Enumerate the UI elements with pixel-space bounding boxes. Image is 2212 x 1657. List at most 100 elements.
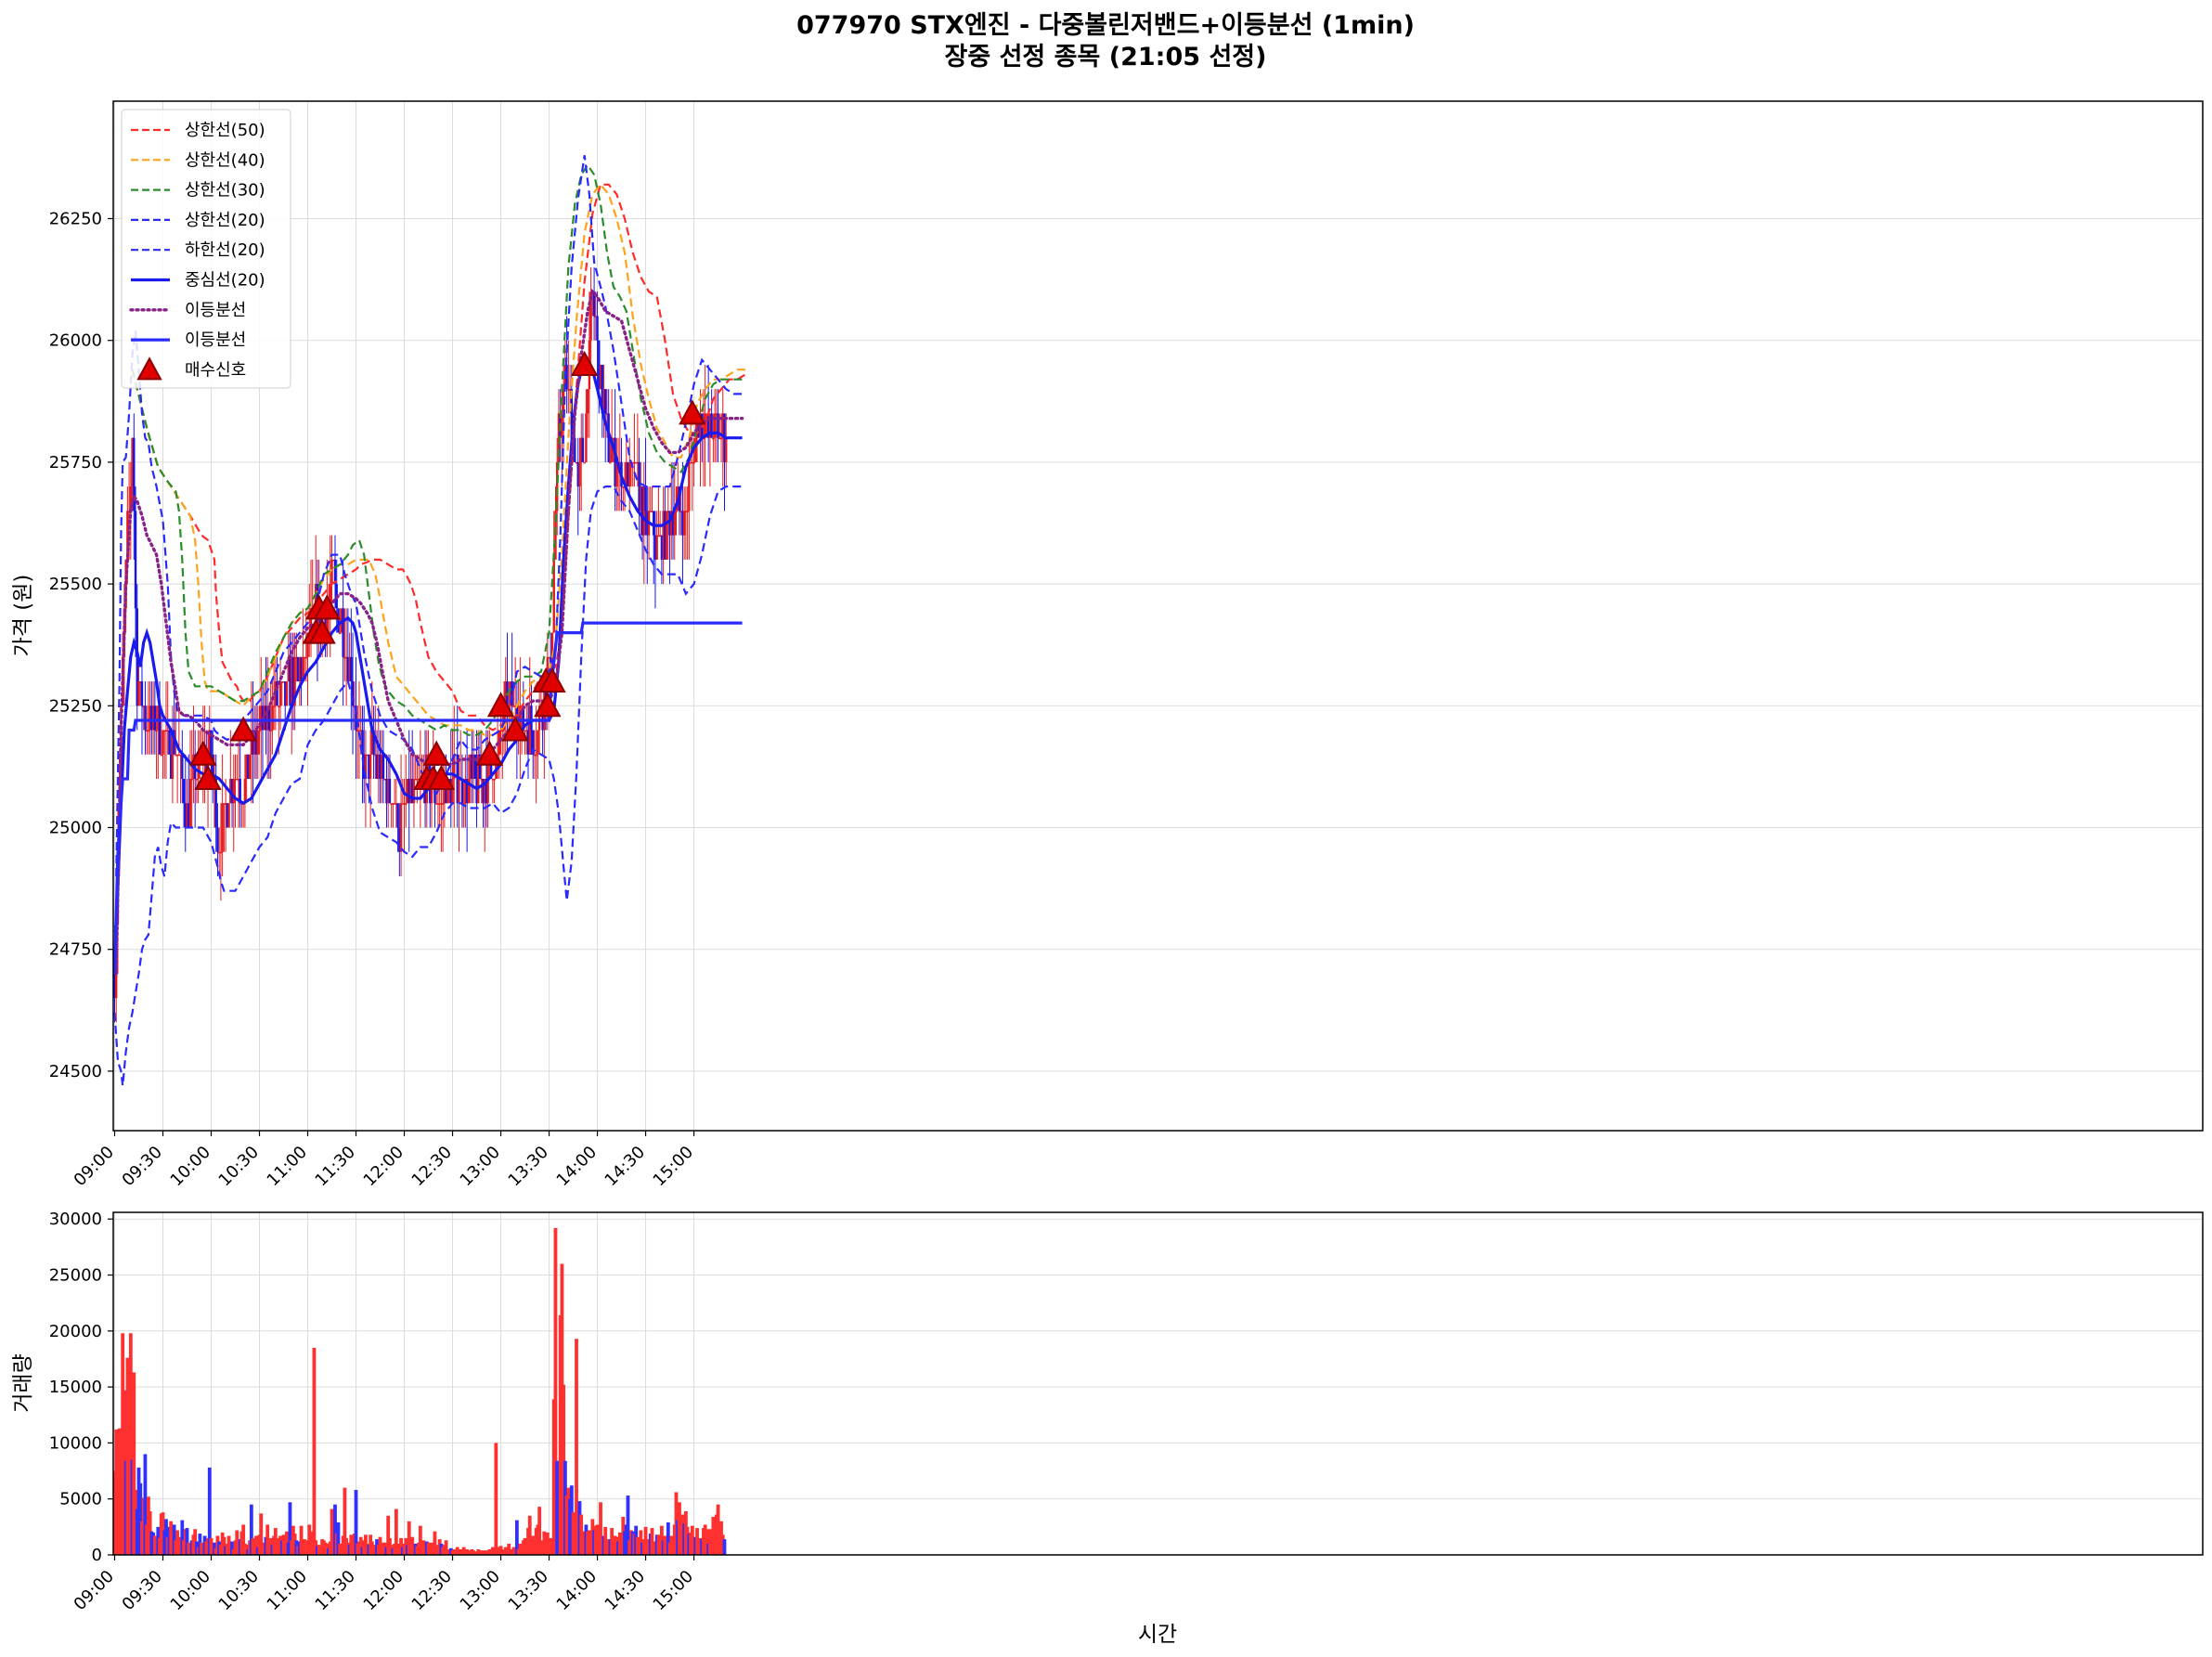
figure-title: 077970 STX엔진 - 다중볼린저밴드+이등분선 (1min) 장중 선정… [796,11,1415,71]
buy-signal-marker [194,764,222,791]
legend-label: 매수신호 [185,360,246,380]
candle-down [460,779,464,804]
candle-up [227,803,230,828]
candle-down [456,754,459,804]
candle-up [438,803,441,805]
candle-up [237,779,240,781]
legend-label: 이등분선 [185,330,246,350]
candle-down [226,803,229,828]
price-x-tick-label: 10:30 [215,1143,264,1191]
candle-down [291,656,295,706]
volume-bar-down [555,1460,560,1555]
candle-up [332,559,335,562]
candle-up [245,754,248,780]
candle-up [602,389,605,414]
candle-down [333,559,337,585]
candle-up [453,754,456,780]
volume-bar-up [575,1339,578,1555]
candle-down [574,437,576,462]
candle-up [287,656,290,682]
candle-up [285,681,289,706]
candle-up [344,656,348,659]
candle-up [157,706,160,731]
candle-up [248,754,252,780]
candle-up [219,851,223,854]
candle-up [618,461,622,464]
candle-down [627,461,629,487]
candle-up [636,461,640,464]
volume-panel: 0 5000 10000 15000 20000 25000 30000 09:00 09:3… [11,1210,2204,1647]
volume-x-tick-label: 13:00 [457,1567,505,1615]
candle-down [614,437,616,487]
volume-x-tick-label: 13:30 [505,1567,553,1615]
candle-up [236,779,239,781]
volume-bar-up [169,1521,174,1555]
candle-down [379,754,382,780]
candle-up [633,461,636,464]
candle-up [260,706,263,731]
candle-down [254,730,258,755]
candle-up [599,364,602,390]
candle-up [477,754,480,804]
candle-up [585,413,588,462]
candle-up [221,803,224,852]
price-x-tick-label: 13:00 [457,1143,505,1191]
candle-up [356,730,359,732]
volume-bar-up [254,1535,258,1555]
volume-bar-up [132,1372,136,1555]
candle-up [405,803,407,805]
price-y-tick-label: 25500 [49,575,102,594]
volume-bar-up [599,1502,602,1555]
volume-y-axis: 0 5000 10000 15000 20000 25000 30000 [49,1210,113,1565]
price-y-label: 가격 (원) [11,575,35,657]
price-y-tick-label: 26000 [49,331,102,351]
candle-up [166,730,169,732]
volume-bar-up [259,1513,264,1555]
price-y-tick-label: 24750 [49,940,102,960]
candle-down [210,730,213,755]
volume-bar-up [537,1507,542,1555]
candle-up [721,413,724,438]
candle-down [150,706,153,731]
price-x-tick-label: 13:30 [505,1143,553,1191]
candle-down [168,730,171,755]
candle-up [725,437,728,462]
candle-up [443,779,446,804]
volume-bar-up [444,1540,448,1555]
candle-up [446,779,449,804]
volume-bar-up [312,1347,317,1555]
price-x-tick-label: 10:00 [167,1143,215,1191]
candle-up [509,681,512,706]
candle-down [565,364,568,390]
candle-down [668,511,671,536]
chart-title: 077970 STX엔진 - 다중볼린저밴드+이등분선 (1min) [796,11,1415,40]
candle-up [414,779,417,781]
candle-up [280,681,283,683]
candle-down [188,803,190,828]
candle-down [113,973,116,999]
candle-down [522,706,525,731]
candle-up [163,730,166,732]
buy-signal-marker [475,740,504,766]
candle-up [139,681,142,683]
candle-up [513,706,517,707]
candle-down [324,608,327,633]
legend-label: 상한선(30) [185,181,265,201]
candle-up [309,608,313,633]
candle-down [276,681,278,706]
candle-up [605,413,609,415]
candle-down [144,706,147,731]
candle-up [357,730,361,732]
volume-bar-up [494,1443,498,1555]
candle-up [682,511,686,536]
volume-bar-up [343,1487,347,1555]
candle-up [561,413,563,438]
candle-up [583,461,586,464]
volume-bar-down [354,1490,358,1555]
candle-up [186,803,188,828]
candle-up [713,413,717,438]
candle-down [267,706,271,731]
candle-down [544,681,548,706]
candle-up [392,803,395,805]
candle-down [532,730,535,755]
